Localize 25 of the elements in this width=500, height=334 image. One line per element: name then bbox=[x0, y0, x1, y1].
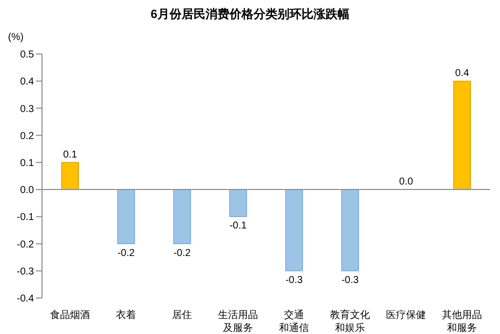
data-label: -0.3 bbox=[341, 274, 360, 286]
x-tick-label: 食品烟酒 bbox=[50, 309, 90, 321]
y-tick-label: -0.2 bbox=[16, 239, 34, 250]
data-label: 0.1 bbox=[63, 149, 78, 160]
y-tick-label: 0.1 bbox=[20, 158, 34, 169]
data-label: -0.3 bbox=[285, 274, 304, 286]
x-tick-label: 医疗保健 bbox=[386, 309, 426, 321]
y-tick-label: 0.2 bbox=[20, 130, 34, 142]
x-tick-label: 居住 bbox=[172, 310, 192, 321]
y-tick-label: 0.3 bbox=[20, 104, 34, 115]
y-tick-label: -0.1 bbox=[16, 212, 34, 224]
data-label: -0.2 bbox=[117, 248, 136, 259]
data-label: 0.0 bbox=[399, 176, 414, 188]
x-tick-label: 衣着 bbox=[116, 309, 136, 321]
y-tick-label: 0.0 bbox=[20, 185, 34, 196]
data-label: 0.4 bbox=[455, 68, 470, 80]
y-tick-label: 0.4 bbox=[20, 76, 34, 88]
y-tick-label: 0.5 bbox=[20, 50, 34, 61]
y-tick-label: -0.4 bbox=[16, 294, 34, 305]
data-label: -0.1 bbox=[229, 220, 248, 232]
x-tick-label: 交通和通信 bbox=[279, 309, 309, 334]
y-tick-label: -0.3 bbox=[16, 266, 34, 278]
chart-title: 6月份居民消费价格分类别环比涨跌幅 bbox=[150, 6, 350, 22]
data-label: -0.2 bbox=[173, 248, 192, 259]
y-axis-title: (%) bbox=[8, 32, 24, 43]
